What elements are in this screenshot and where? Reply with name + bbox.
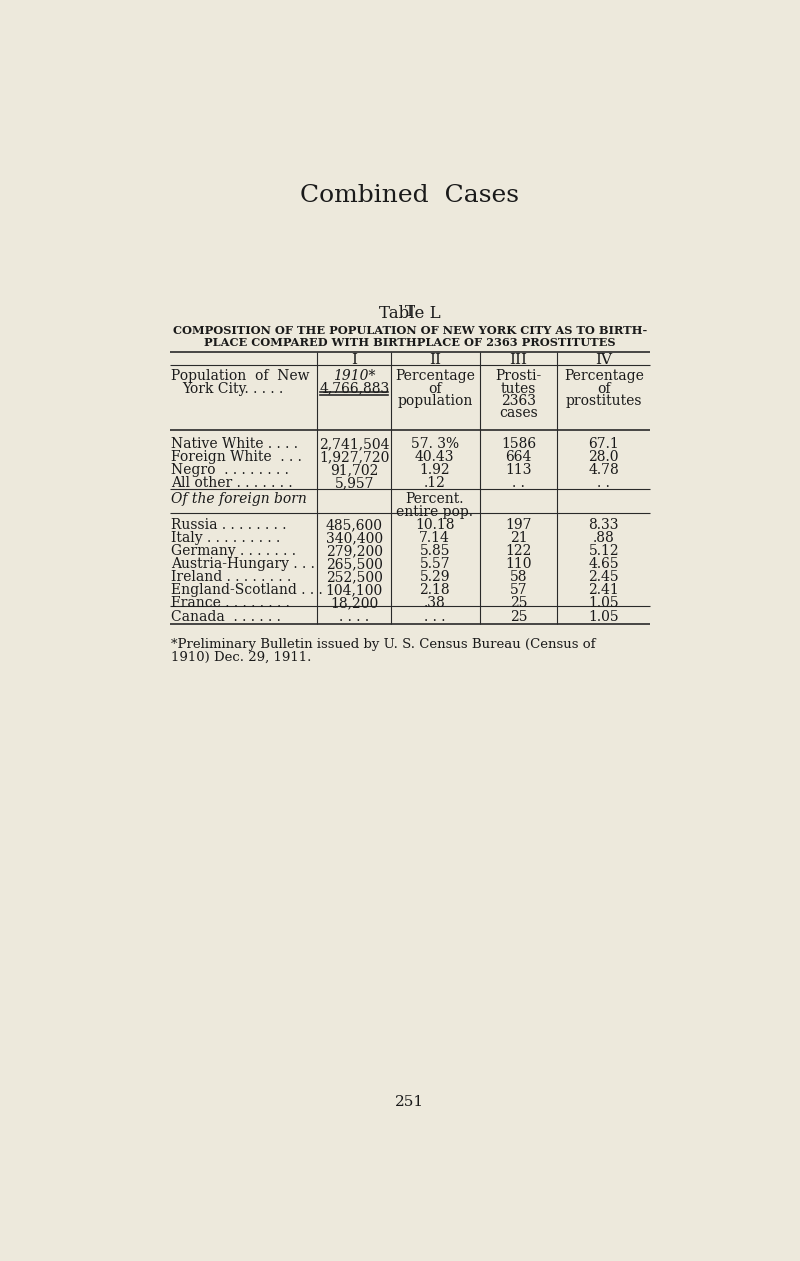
Text: 25: 25	[510, 610, 527, 624]
Text: IV: IV	[595, 353, 612, 367]
Text: 10.18: 10.18	[415, 518, 454, 532]
Text: 1586: 1586	[501, 438, 536, 451]
Text: 5,957: 5,957	[334, 477, 374, 491]
Text: 1910) Dec. 29, 1911.: 1910) Dec. 29, 1911.	[171, 651, 312, 665]
Text: England-Scotland . . .: England-Scotland . . .	[171, 584, 323, 598]
Text: Percentage: Percentage	[564, 369, 644, 383]
Text: 1.05: 1.05	[589, 596, 619, 610]
Text: . .: . .	[598, 477, 610, 491]
Text: 4.78: 4.78	[588, 463, 619, 477]
Text: I: I	[351, 353, 358, 367]
Text: 251: 251	[395, 1095, 425, 1108]
Text: Russia . . . . . . . .: Russia . . . . . . . .	[171, 518, 287, 532]
Text: Table L: Table L	[379, 305, 441, 323]
Text: 18,200: 18,200	[330, 596, 378, 610]
Text: 1.92: 1.92	[419, 463, 450, 477]
Text: York City. . . . .: York City. . . . .	[182, 382, 283, 396]
Text: tutes: tutes	[501, 382, 536, 396]
Text: 25: 25	[510, 596, 527, 610]
Text: Percent.: Percent.	[406, 493, 464, 507]
Text: 28.0: 28.0	[589, 450, 619, 464]
Text: 2,741,504: 2,741,504	[319, 438, 390, 451]
Text: Italy . . . . . . . . .: Italy . . . . . . . . .	[171, 531, 281, 545]
Text: Of the foreign born: Of the foreign born	[171, 493, 307, 507]
Text: 110: 110	[506, 557, 532, 571]
Text: Ireland . . . . . . . .: Ireland . . . . . . . .	[171, 570, 291, 584]
Text: 21: 21	[510, 531, 527, 545]
Text: .38: .38	[424, 596, 446, 610]
Text: Canada  . . . . . .: Canada . . . . . .	[171, 610, 281, 624]
Text: 1.05: 1.05	[589, 610, 619, 624]
Text: cases: cases	[499, 406, 538, 420]
Text: All other . . . . . . .: All other . . . . . . .	[171, 477, 293, 491]
Text: France . . . . . . . .: France . . . . . . . .	[171, 596, 290, 610]
Text: . .: . .	[512, 477, 525, 491]
Text: 2.45: 2.45	[589, 570, 619, 584]
Text: . . .: . . .	[424, 610, 446, 624]
Text: 4,766,883: 4,766,883	[319, 382, 390, 396]
Text: Prosti-: Prosti-	[495, 369, 542, 383]
Text: Population  of  New: Population of New	[171, 369, 310, 383]
Text: 5.57: 5.57	[419, 557, 450, 571]
Text: 104,100: 104,100	[326, 584, 383, 598]
Text: II: II	[429, 353, 441, 367]
Text: 57: 57	[510, 584, 527, 598]
Text: Native White . . . .: Native White . . . .	[171, 438, 298, 451]
Text: 58: 58	[510, 570, 527, 584]
Text: 7.14: 7.14	[419, 531, 450, 545]
Text: of: of	[597, 382, 610, 396]
Text: 2.18: 2.18	[419, 584, 450, 598]
Text: Foreign White  . . .: Foreign White . . .	[171, 450, 302, 464]
Text: 265,500: 265,500	[326, 557, 382, 571]
Text: .88: .88	[593, 531, 614, 545]
Text: PLACE COMPARED WITH BIRTHPLACE OF 2363 PROSTITUTES: PLACE COMPARED WITH BIRTHPLACE OF 2363 P…	[204, 337, 616, 348]
Text: 1910*: 1910*	[333, 369, 375, 383]
Text: COMPOSITION OF THE POPULATION OF NEW YORK CITY AS TO BIRTH-: COMPOSITION OF THE POPULATION OF NEW YOR…	[173, 324, 647, 335]
Text: 91,702: 91,702	[330, 463, 378, 477]
Text: 5.85: 5.85	[419, 543, 450, 559]
Text: .12: .12	[424, 477, 446, 491]
Text: of: of	[428, 382, 442, 396]
Text: prostitutes: prostitutes	[566, 393, 642, 407]
Text: 5.29: 5.29	[419, 570, 450, 584]
Text: *Preliminary Bulletin issued by U. S. Census Bureau (Census of: *Preliminary Bulletin issued by U. S. Ce…	[171, 638, 596, 651]
Text: 279,200: 279,200	[326, 543, 382, 559]
Text: Negro  . . . . . . . .: Negro . . . . . . . .	[171, 463, 289, 477]
Text: Percentage: Percentage	[395, 369, 474, 383]
Text: 252,500: 252,500	[326, 570, 382, 584]
Text: population: population	[397, 393, 473, 407]
Text: . . . .: . . . .	[339, 610, 370, 624]
Text: 8.33: 8.33	[589, 518, 619, 532]
Text: 57. 3%: 57. 3%	[410, 438, 459, 451]
Text: 2363: 2363	[501, 393, 536, 407]
Text: Austria-Hungary . . .: Austria-Hungary . . .	[171, 557, 315, 571]
Text: 197: 197	[506, 518, 532, 532]
Text: 40.43: 40.43	[415, 450, 454, 464]
Text: 113: 113	[506, 463, 532, 477]
Text: Germany . . . . . . .: Germany . . . . . . .	[171, 543, 296, 559]
Text: 340,400: 340,400	[326, 531, 382, 545]
Text: 664: 664	[506, 450, 532, 464]
Text: 2.41: 2.41	[588, 584, 619, 598]
Text: 5.12: 5.12	[589, 543, 619, 559]
Text: 67.1: 67.1	[588, 438, 619, 451]
Text: Combined  Cases: Combined Cases	[301, 184, 519, 207]
Text: 485,600: 485,600	[326, 518, 382, 532]
Text: 4.65: 4.65	[589, 557, 619, 571]
Text: entire pop.: entire pop.	[396, 504, 474, 518]
Text: III: III	[510, 353, 527, 367]
Text: T: T	[405, 305, 415, 319]
Text: 122: 122	[506, 543, 532, 559]
Text: 1,927,720: 1,927,720	[319, 450, 390, 464]
